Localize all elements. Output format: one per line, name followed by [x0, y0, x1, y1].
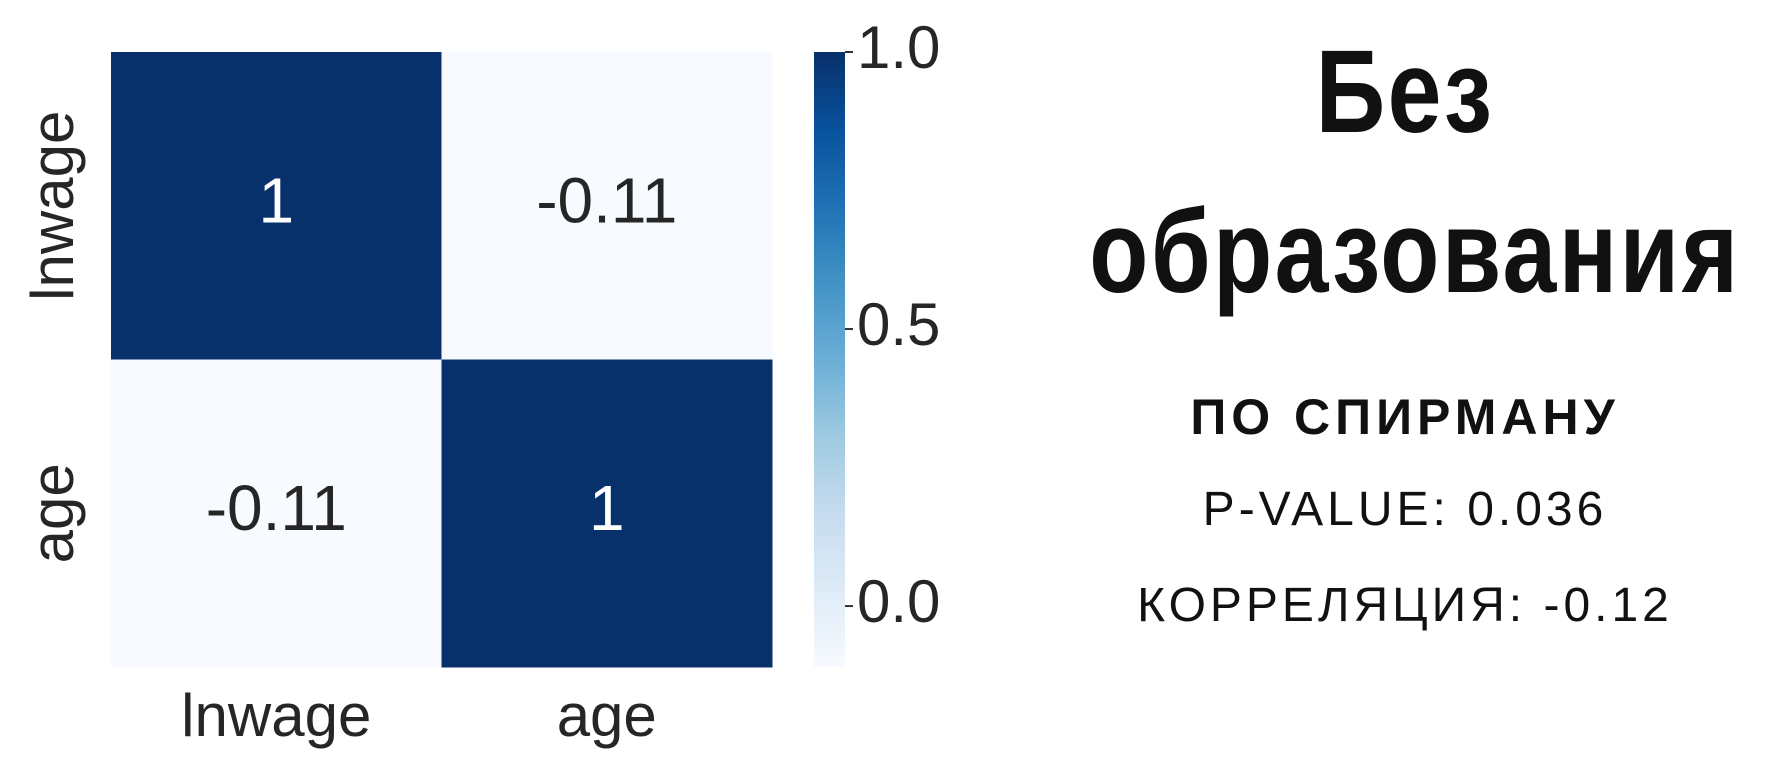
colorbar-tick-label: 0.0: [857, 568, 940, 635]
subtitle: ПО СПИРМАНУ: [1190, 389, 1620, 445]
text-panel: Без образования ПО СПИРМАНУ P-VALUE: 0.0…: [1020, 0, 1790, 654]
colorbar: [814, 52, 845, 667]
stat-line: P-VALUE: 0.036: [1202, 483, 1608, 536]
heat-cell: [441, 52, 773, 360]
cell-label: -0.11: [536, 165, 677, 237]
colorbar-tick-label: 1.0: [857, 14, 940, 81]
cell-label: 1: [258, 165, 294, 237]
chart: 1 -0.11 -0.11 1 lnwage age lnwage age 0.0 0.5 1.0: [19, 14, 941, 749]
y-tick-label: lnwage: [19, 111, 86, 301]
heat-cell: [111, 52, 442, 360]
cell-label: -0.11: [206, 472, 347, 544]
x-tick-label: lnwage: [181, 682, 371, 749]
x-tick-label: age: [557, 682, 657, 749]
heat-cell: [441, 359, 773, 668]
y-tick-label: age: [19, 463, 86, 563]
colorbar-tick-label: 0.5: [857, 291, 940, 358]
cell-label: 1: [589, 472, 625, 544]
title: Без образования: [1089, 26, 1741, 318]
heat-cell: [111, 359, 442, 668]
stat-line: КОРРЕЛЯЦИЯ: -0.12: [1137, 579, 1673, 632]
